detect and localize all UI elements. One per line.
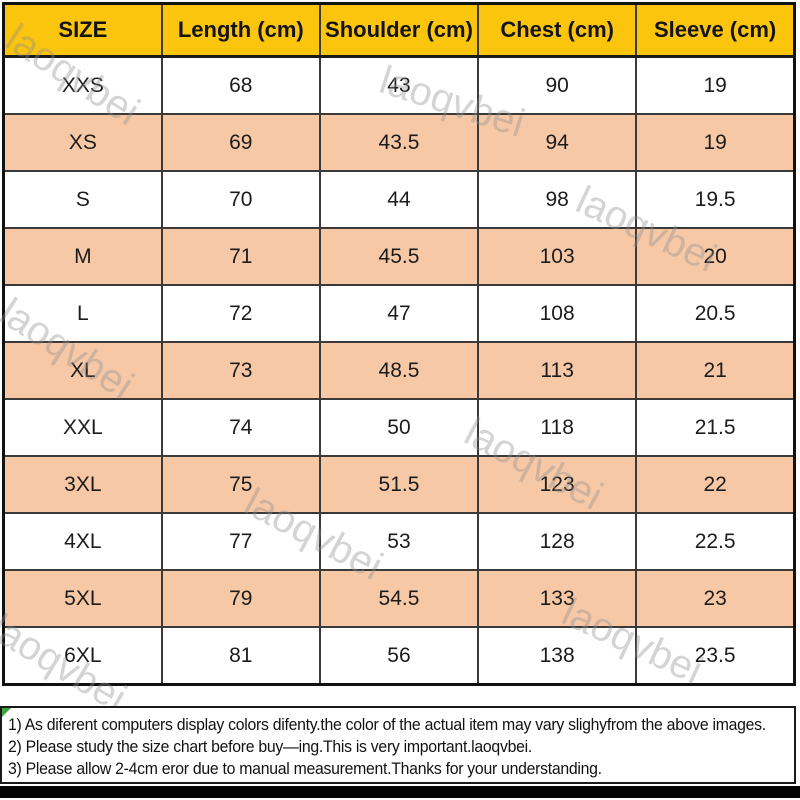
size-table-body: XXS 68 43 90 19 XS 69 43.5 94 19 S 70 44 98 19.5 M 71 45.… <box>2 55 796 686</box>
col-header-length: Length (cm) <box>160 2 321 58</box>
cell-size: XXS <box>2 55 163 115</box>
cell-size: XL <box>2 341 163 400</box>
cell-chest: 118 <box>477 398 638 457</box>
cell-chest: 90 <box>477 55 638 115</box>
cell-sleeve: 19 <box>635 113 796 172</box>
cell-shoulder: 50 <box>318 398 480 457</box>
cell-shoulder: 45.5 <box>318 227 480 286</box>
cell-length: 71 <box>160 227 321 286</box>
col-header-shoulder: Shoulder (cm) <box>318 2 480 58</box>
cell-shoulder: 54.5 <box>318 569 480 628</box>
cell-size: 3XL <box>2 455 163 514</box>
cell-chest: 128 <box>477 512 638 571</box>
cell-length: 74 <box>160 398 321 457</box>
note-corner-marker-icon <box>2 708 11 717</box>
table-row: 3XL 75 51.5 123 22 <box>2 455 796 514</box>
cell-length: 75 <box>160 455 321 514</box>
cell-size: L <box>2 284 163 343</box>
cell-length: 77 <box>160 512 321 571</box>
table-row: XXL 74 50 118 21.5 <box>2 398 796 457</box>
table-row: 6XL 81 56 138 23.5 <box>2 626 796 686</box>
cell-sleeve: 19 <box>635 55 796 115</box>
table-row: XL 73 48.5 113 21 <box>2 341 796 400</box>
cell-sleeve: 21 <box>635 341 796 400</box>
cell-sleeve: 22 <box>635 455 796 514</box>
header-row: SIZE Length (cm) Shoulder (cm) Chest (cm… <box>2 2 796 58</box>
cell-shoulder: 53 <box>318 512 480 571</box>
cell-chest: 123 <box>477 455 638 514</box>
cell-length: 72 <box>160 284 321 343</box>
cell-chest: 133 <box>477 569 638 628</box>
col-header-size: SIZE <box>2 2 163 58</box>
cell-sleeve: 21.5 <box>635 398 796 457</box>
cell-chest: 108 <box>477 284 638 343</box>
table-row: M 71 45.5 103 20 <box>2 227 796 286</box>
cell-size: 5XL <box>2 569 163 628</box>
cell-length: 81 <box>160 626 321 686</box>
table-row: 4XL 77 53 128 22.5 <box>2 512 796 571</box>
size-table: SIZE Length (cm) Shoulder (cm) Chest (cm… <box>2 2 796 686</box>
table-row: XXS 68 43 90 19 <box>2 55 796 115</box>
cell-sleeve: 20 <box>635 227 796 286</box>
cell-sleeve: 23.5 <box>635 626 796 686</box>
cell-chest: 98 <box>477 170 638 229</box>
table-row: 5XL 79 54.5 133 23 <box>2 569 796 628</box>
cell-sleeve: 22.5 <box>635 512 796 571</box>
cell-chest: 113 <box>477 341 638 400</box>
cell-shoulder: 48.5 <box>318 341 480 400</box>
col-header-chest: Chest (cm) <box>477 2 638 58</box>
table-row: S 70 44 98 19.5 <box>2 170 796 229</box>
cell-size: 6XL <box>2 626 163 686</box>
cell-size: XXL <box>2 398 163 457</box>
cell-length: 68 <box>160 55 321 115</box>
cell-shoulder: 47 <box>318 284 480 343</box>
cell-length: 73 <box>160 341 321 400</box>
table-row: XS 69 43.5 94 19 <box>2 113 796 172</box>
cell-size: XS <box>2 113 163 172</box>
col-header-sleeve: Sleeve (cm) <box>635 2 796 58</box>
cell-sleeve: 23 <box>635 569 796 628</box>
cell-sleeve: 20.5 <box>635 284 796 343</box>
cell-shoulder: 44 <box>318 170 480 229</box>
cell-length: 79 <box>160 569 321 628</box>
note-line: 2) Please study the size chart before bu… <box>8 737 532 756</box>
bottom-bar <box>0 786 800 798</box>
size-table-header: SIZE Length (cm) Shoulder (cm) Chest (cm… <box>2 2 796 58</box>
cell-shoulder: 43.5 <box>318 113 480 172</box>
notes-box: 1) As diferent computers display colors … <box>0 706 796 784</box>
cell-shoulder: 43 <box>318 55 480 115</box>
note-line: 1) As diferent computers display colors … <box>8 715 766 734</box>
cell-size: S <box>2 170 163 229</box>
cell-shoulder: 56 <box>318 626 480 686</box>
cell-length: 70 <box>160 170 321 229</box>
cell-size: 4XL <box>2 512 163 571</box>
cell-size: M <box>2 227 163 286</box>
table-row: L 72 47 108 20.5 <box>2 284 796 343</box>
cell-chest: 94 <box>477 113 638 172</box>
cell-chest: 103 <box>477 227 638 286</box>
note-line: 3) Please allow 2-4cm eror due to manual… <box>8 759 602 778</box>
cell-chest: 138 <box>477 626 638 686</box>
cell-length: 69 <box>160 113 321 172</box>
cell-sleeve: 19.5 <box>635 170 796 229</box>
cell-shoulder: 51.5 <box>318 455 480 514</box>
